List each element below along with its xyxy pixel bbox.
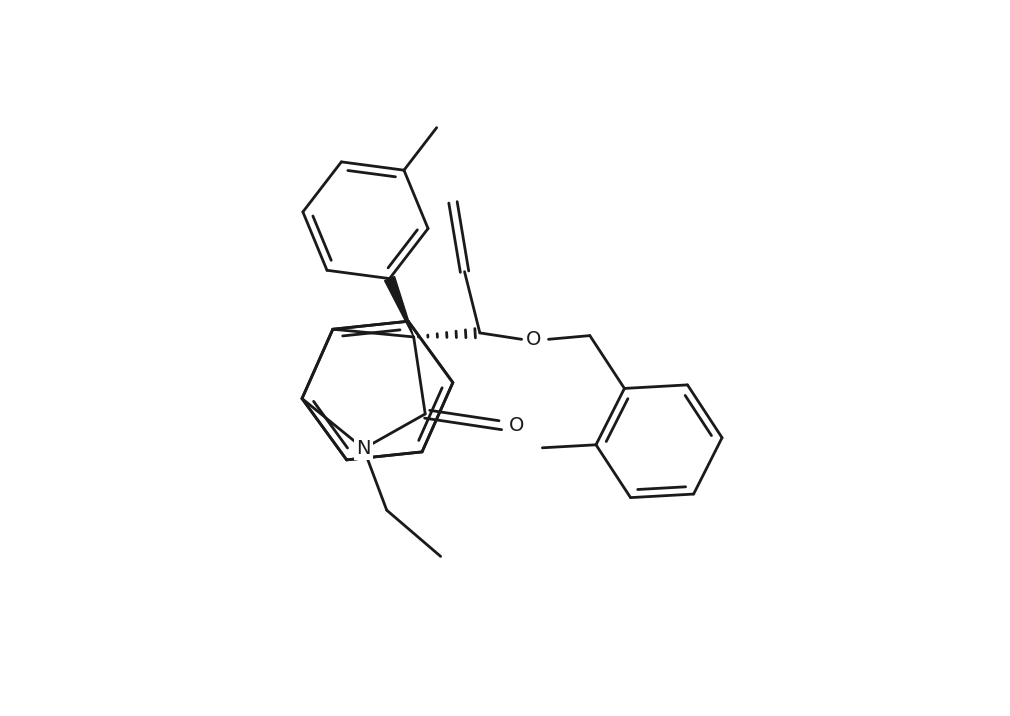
- Text: O: O: [508, 416, 524, 435]
- Text: O: O: [525, 330, 540, 349]
- Polygon shape: [385, 276, 414, 337]
- Text: N: N: [357, 439, 371, 458]
